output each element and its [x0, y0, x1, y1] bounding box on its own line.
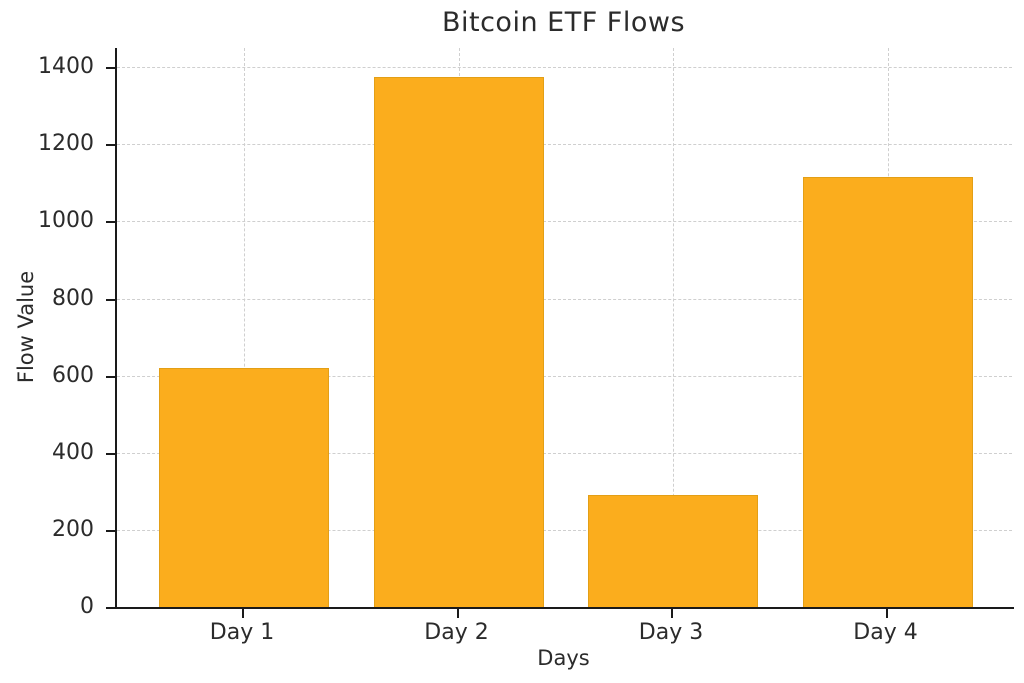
y-tick-mark — [106, 67, 115, 70]
x-tick-label: Day 3 — [638, 620, 704, 645]
bar-day-1 — [159, 367, 329, 607]
y-tick-label: 1200 — [38, 131, 94, 157]
x-tick-mark — [885, 609, 888, 618]
y-tick-mark — [106, 144, 115, 147]
bar-day-3 — [588, 495, 758, 607]
y-tick-mark — [106, 375, 115, 378]
x-tick-label: Day 4 — [853, 620, 918, 645]
gridline-horizontal — [117, 221, 1012, 223]
y-tick-mark — [106, 298, 115, 301]
x-tick-label: Day 2 — [424, 620, 489, 645]
gridline-horizontal — [117, 529, 1012, 531]
gridline-horizontal — [117, 67, 1012, 69]
y-tick-label: 1000 — [38, 208, 94, 234]
x-tick-mark — [242, 609, 244, 618]
gridline-vertical — [673, 48, 674, 607]
y-tick-label: 600 — [52, 362, 94, 388]
chart-title: Bitcoin ETF Flows — [441, 7, 686, 38]
y-tick-mark — [106, 452, 115, 455]
y-tick-mark — [106, 221, 115, 224]
y-tick-mark — [106, 529, 115, 532]
bar-day-4 — [802, 177, 973, 607]
gridline-horizontal — [117, 144, 1012, 146]
plot-area — [115, 48, 1014, 609]
gridline-vertical — [244, 48, 245, 607]
y-tick-label: 200 — [52, 516, 94, 542]
gridline-horizontal — [117, 375, 1012, 377]
y-tick-mark — [106, 607, 115, 609]
gridline-horizontal — [117, 452, 1012, 454]
x-tick-label: Day 1 — [209, 620, 275, 645]
bar-day-2 — [373, 76, 544, 607]
y-tick-label: 800 — [52, 285, 94, 311]
x-tick-mark — [456, 609, 459, 618]
x-tick-mark — [671, 609, 673, 618]
y-tick-label: 400 — [52, 439, 94, 465]
gridline-horizontal — [117, 298, 1012, 300]
x-axis-label: Days — [537, 646, 590, 670]
y-tick-label: 0 — [80, 594, 94, 619]
y-tick-label: 1400 — [38, 54, 94, 80]
